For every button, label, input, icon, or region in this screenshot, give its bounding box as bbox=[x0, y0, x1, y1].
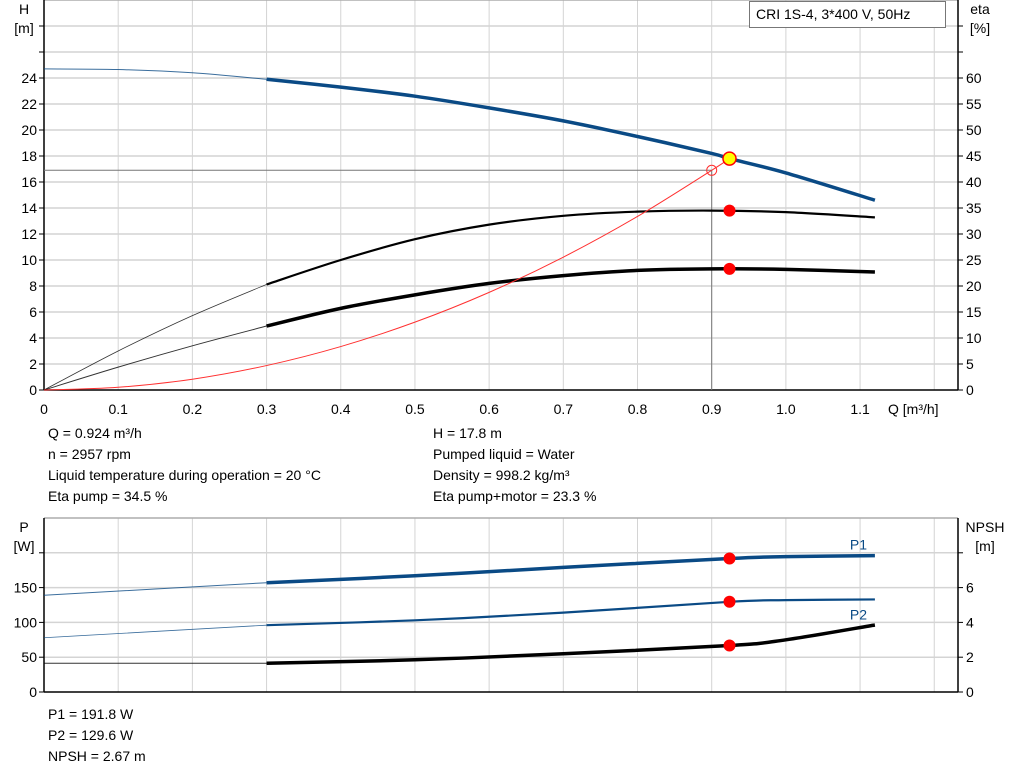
requested-point-marker bbox=[706, 164, 718, 176]
p2-extrapolated bbox=[43, 624, 267, 639]
y-tick-label-right: 20 bbox=[966, 278, 982, 294]
duty-point-marker bbox=[722, 151, 737, 166]
y-axis-label-right: NPSH bbox=[966, 519, 1005, 535]
y-tick-label-right: 60 bbox=[966, 70, 982, 86]
x-tick-label: 0.7 bbox=[554, 401, 574, 417]
y-axis-unit-left: [W] bbox=[14, 538, 35, 554]
y-tick-label-right: 10 bbox=[966, 330, 982, 346]
y-axis-unit-left: [m] bbox=[14, 20, 33, 36]
info-right: H = 17.8 m Pumped liquid = Water Density… bbox=[433, 423, 596, 507]
x-tick-label: 1.0 bbox=[776, 401, 796, 417]
y-tick-label-right: 55 bbox=[966, 96, 982, 112]
y-tick-label-right: 6 bbox=[966, 580, 974, 596]
npsh-curve bbox=[266, 623, 876, 666]
system-curve-curve bbox=[43, 158, 730, 391]
y-tick-label-left: 0 bbox=[29, 382, 37, 398]
eta-pump-motor-duty-marker bbox=[723, 262, 736, 275]
y-tick-label-right: 45 bbox=[966, 148, 982, 164]
y-tick-label-right: 35 bbox=[966, 200, 982, 216]
p1-duty-marker bbox=[723, 552, 736, 565]
y-tick-label-left: 2 bbox=[29, 356, 37, 372]
y-tick-label-left: 20 bbox=[21, 122, 37, 138]
y-axis-unit-right: [%] bbox=[970, 20, 990, 36]
eta-pump-motor-value: Eta pump+motor = 23.3 % bbox=[433, 488, 597, 504]
y-tick-label-right: 30 bbox=[966, 226, 982, 242]
y-tick-label-left: 50 bbox=[21, 649, 37, 665]
density-value: Density = 998.2 kg/m³ bbox=[433, 467, 570, 483]
speed-value: n = 2957 rpm bbox=[48, 446, 131, 462]
x-tick-label: 0.6 bbox=[479, 401, 499, 417]
y-tick-label-left: 8 bbox=[29, 278, 37, 294]
x-tick-label: 0.8 bbox=[628, 401, 648, 417]
y-tick-label-left: 150 bbox=[14, 580, 38, 596]
pump-model-label: CRI 1S-4, 3*400 V, 50Hz bbox=[749, 1, 946, 28]
y-tick-label-right: 5 bbox=[966, 356, 974, 372]
p2-curve bbox=[266, 598, 875, 627]
eta-pump-motor-extrapolated bbox=[43, 325, 267, 391]
y-tick-label-right: 0 bbox=[966, 382, 974, 398]
y-tick-label-right: 15 bbox=[966, 304, 982, 320]
info-left: Q = 0.924 m³/h n = 2957 rpm Liquid tempe… bbox=[48, 423, 321, 507]
x-axis-label: Q [m³/h] bbox=[888, 401, 939, 417]
y-tick-label-left: 10 bbox=[21, 252, 37, 268]
p2-value: P2 = 129.6 W bbox=[48, 727, 134, 743]
y-axis-label-left: P bbox=[19, 519, 28, 535]
p1-extrapolated bbox=[43, 582, 267, 596]
y-tick-label-left: 6 bbox=[29, 304, 37, 320]
x-tick-label: 0.9 bbox=[702, 401, 722, 417]
p1-curve bbox=[266, 553, 875, 585]
p2-duty-marker bbox=[723, 595, 736, 608]
y-tick-label-left: 14 bbox=[21, 200, 37, 216]
x-tick-label: 0.3 bbox=[257, 401, 277, 417]
y-tick-label-left: 0 bbox=[29, 684, 37, 700]
y-axis-label-left: H bbox=[19, 1, 29, 17]
flow-value: Q = 0.924 m³/h bbox=[48, 425, 142, 441]
npsh-duty-marker bbox=[723, 639, 736, 652]
y-tick-label-left: 22 bbox=[21, 96, 37, 112]
liquid-value: Pumped liquid = Water bbox=[433, 446, 575, 462]
info-bottom: P1 = 191.8 W P2 = 129.6 W NPSH = 2.67 m bbox=[48, 704, 146, 767]
series-label-p2: P2 bbox=[850, 606, 867, 622]
x-tick-label: 1.1 bbox=[850, 401, 870, 417]
y-tick-label-right: 40 bbox=[966, 174, 982, 190]
p1-value: P1 = 191.8 W bbox=[48, 706, 134, 722]
eta-pump-value: Eta pump = 34.5 % bbox=[48, 488, 168, 504]
npsh-value: NPSH = 2.67 m bbox=[48, 748, 146, 764]
y-tick-label-right: 4 bbox=[966, 614, 974, 630]
y-tick-label-left: 12 bbox=[21, 226, 37, 242]
y-tick-label-left: 100 bbox=[14, 614, 38, 630]
H-extrapolated bbox=[43, 68, 267, 80]
x-tick-label: 0.1 bbox=[108, 401, 128, 417]
y-tick-label-right: 0 bbox=[966, 684, 974, 700]
eta-pump-extrapolated bbox=[43, 284, 267, 391]
head-value: H = 17.8 m bbox=[433, 425, 502, 441]
y-tick-label-right: 2 bbox=[966, 649, 974, 665]
eta-pump-motor-curve bbox=[266, 267, 875, 328]
y-tick-label-right: 50 bbox=[966, 122, 982, 138]
x-tick-label: 0.4 bbox=[331, 401, 351, 417]
eta-pump-duty-marker bbox=[723, 204, 736, 217]
y-axis-unit-right: [m] bbox=[975, 538, 994, 554]
y-tick-label-left: 16 bbox=[21, 174, 37, 190]
y-axis-label-right: eta bbox=[970, 1, 990, 17]
series-label-p1: P1 bbox=[850, 537, 867, 553]
y-tick-label-right: 25 bbox=[966, 252, 982, 268]
y-tick-label-left: 24 bbox=[21, 70, 37, 86]
x-tick-label: 0.2 bbox=[183, 401, 203, 417]
eta-pump-curve bbox=[266, 209, 875, 286]
y-tick-label-left: 18 bbox=[21, 148, 37, 164]
temperature-value: Liquid temperature during operation = 20… bbox=[48, 467, 321, 483]
H-curve bbox=[266, 77, 876, 202]
x-tick-label: 0.5 bbox=[405, 401, 425, 417]
y-tick-label-left: 4 bbox=[29, 330, 37, 346]
x-tick-label: 0 bbox=[40, 401, 48, 417]
